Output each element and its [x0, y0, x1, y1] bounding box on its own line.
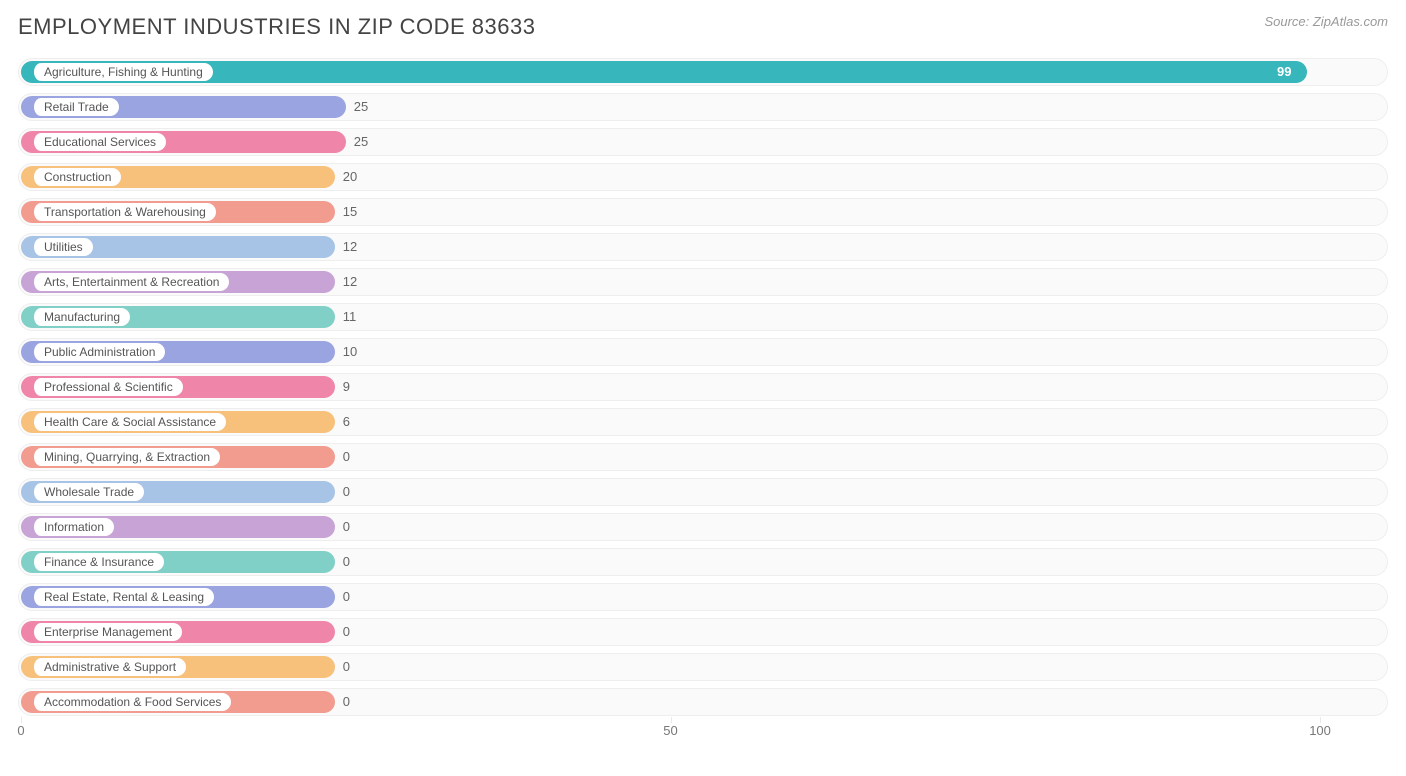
- bar-category-pill: Utilities: [32, 238, 93, 256]
- axis-tick-label: 50: [663, 723, 677, 738]
- bar-row: Wholesale Trade 0: [18, 478, 1388, 506]
- bar-category-pill: Mining, Quarrying, & Extraction: [32, 448, 220, 466]
- bar-value-label: 0: [343, 483, 350, 501]
- chart-source: Source: ZipAtlas.com: [1264, 14, 1388, 29]
- bar-row: Real Estate, Rental & Leasing 0: [18, 583, 1388, 611]
- bar-value-label: 12: [343, 238, 357, 256]
- bar-category-pill: Real Estate, Rental & Leasing: [32, 588, 214, 606]
- bar-value-label: 6: [343, 413, 350, 431]
- axis-tick-label: 0: [17, 723, 24, 738]
- bars-container: Agriculture, Fishing & Hunting 99 Retail T…: [18, 58, 1388, 716]
- bar-row: Enterprise Management 0: [18, 618, 1388, 646]
- bar-row: Finance & Insurance 0: [18, 548, 1388, 576]
- bar-row: Health Care & Social Assistance 6: [18, 408, 1388, 436]
- bar-value-label: 0: [343, 448, 350, 466]
- bar-category-pill: Finance & Insurance: [32, 553, 164, 571]
- bar-row: Mining, Quarrying, & Extraction 0: [18, 443, 1388, 471]
- bar-category-pill: Arts, Entertainment & Recreation: [32, 273, 229, 291]
- bar-row: Retail Trade 25: [18, 93, 1388, 121]
- bar-value-label: 0: [343, 623, 350, 641]
- bar-category-pill: Transportation & Warehousing: [32, 203, 216, 221]
- bar-fill: [21, 61, 1307, 83]
- bar-row: Manufacturing 11: [18, 303, 1388, 331]
- bar-category-pill: Construction: [32, 168, 121, 186]
- bar-value-label: 25: [354, 98, 368, 116]
- bar-value-label: 15: [343, 203, 357, 221]
- bar-category-pill: Public Administration: [32, 343, 165, 361]
- bar-row: Transportation & Warehousing 15: [18, 198, 1388, 226]
- bar-category-pill: Educational Services: [32, 133, 166, 151]
- bar-category-pill: Health Care & Social Assistance: [32, 413, 226, 431]
- chart-title: EMPLOYMENT INDUSTRIES IN ZIP CODE 83633: [18, 14, 536, 40]
- bar-value-label: 11: [343, 308, 357, 326]
- bar-value-label: 25: [354, 133, 368, 151]
- bar-category-pill: Professional & Scientific: [32, 378, 183, 396]
- bar-value-label: 20: [343, 168, 357, 186]
- axis-tick-label: 100: [1309, 723, 1331, 738]
- bar-row: Educational Services 25: [18, 128, 1388, 156]
- bar-category-pill: Wholesale Trade: [32, 483, 144, 501]
- bar-value-label: 10: [343, 343, 357, 361]
- bar-category-pill: Retail Trade: [32, 98, 119, 116]
- bar-value-label: 0: [343, 658, 350, 676]
- bar-value-label: 0: [343, 553, 350, 571]
- bar-row: Construction 20: [18, 163, 1388, 191]
- bar-row: Utilities 12: [18, 233, 1388, 261]
- bar-row: Administrative & Support 0: [18, 653, 1388, 681]
- bar-row: Accommodation & Food Services 0: [18, 688, 1388, 716]
- bar-value-label: 0: [343, 518, 350, 536]
- bar-value-label: 0: [343, 588, 350, 606]
- bar-category-pill: Agriculture, Fishing & Hunting: [32, 63, 213, 81]
- bar-value-label: 9: [343, 378, 350, 396]
- bar-row: Agriculture, Fishing & Hunting 99: [18, 58, 1388, 86]
- chart-area: Agriculture, Fishing & Hunting 99 Retail T…: [18, 58, 1388, 758]
- bar-category-pill: Administrative & Support: [32, 658, 186, 676]
- bar-row: Public Administration 10: [18, 338, 1388, 366]
- bar-row: Arts, Entertainment & Recreation 12: [18, 268, 1388, 296]
- bar-value-label: 12: [343, 273, 357, 291]
- bar-row: Information 0: [18, 513, 1388, 541]
- bar-category-pill: Manufacturing: [32, 308, 130, 326]
- bar-value-label: 0: [343, 693, 350, 711]
- bar-value-label: 99: [1277, 63, 1291, 81]
- x-axis: 0 50 100: [18, 723, 1388, 747]
- chart-header: EMPLOYMENT INDUSTRIES IN ZIP CODE 83633 …: [18, 14, 1388, 40]
- bar-category-pill: Accommodation & Food Services: [32, 693, 231, 711]
- bar-category-pill: Enterprise Management: [32, 623, 182, 641]
- bar-row: Professional & Scientific 9: [18, 373, 1388, 401]
- bar-category-pill: Information: [32, 518, 114, 536]
